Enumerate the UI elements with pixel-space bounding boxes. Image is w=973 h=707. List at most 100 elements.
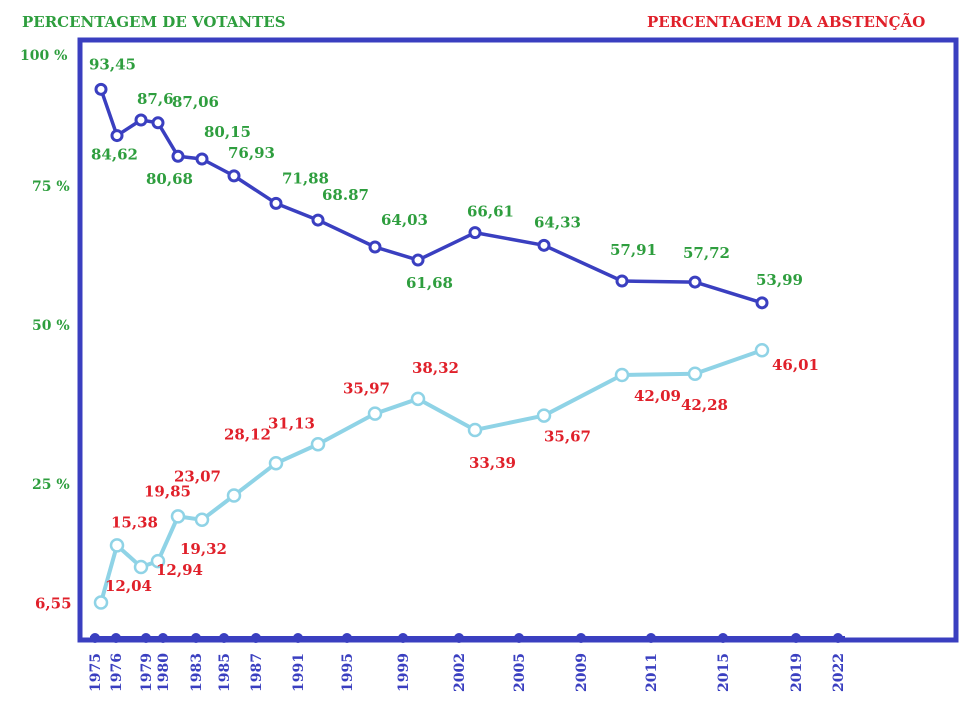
turnout-point <box>688 275 702 289</box>
abstention-data-label: 12,94 <box>156 561 203 579</box>
x-tick-label: 2002 <box>452 653 468 692</box>
turnout-data-label: 57,72 <box>683 244 730 262</box>
x-tick-label: 2015 <box>716 653 732 692</box>
turnout-data-label: 80,68 <box>146 170 193 188</box>
x-tick-label: 1979 <box>139 653 155 692</box>
abstention-data-label: 42,09 <box>634 387 681 405</box>
turnout-point <box>94 82 108 96</box>
y-tick-label: 100 % <box>20 48 67 64</box>
abstention-point <box>226 488 242 503</box>
x-axis-marker <box>718 633 728 643</box>
y-tick-label: 50 % <box>32 318 70 334</box>
x-axis-marker <box>833 633 843 643</box>
turnout-point <box>134 113 148 127</box>
x-tick-label: 1983 <box>189 653 205 692</box>
x-axis-marker <box>646 633 656 643</box>
turnout-data-label: 80,15 <box>204 123 251 141</box>
turnout-point <box>171 149 185 163</box>
chart-title-abstention: PERCENTAGEM DA ABSTENÇÃO <box>647 12 925 31</box>
turnout-point <box>615 274 629 288</box>
turnout-point <box>227 169 241 183</box>
turnout-data-label: 57,91 <box>610 241 657 259</box>
x-axis-marker <box>342 633 352 643</box>
x-axis-marker <box>791 633 801 643</box>
turnout-point <box>755 296 769 310</box>
abstention-point <box>170 509 186 524</box>
abstention-point <box>310 437 326 452</box>
abstention-data-label: 23,07 <box>174 468 221 486</box>
abstention-data-label: 42,28 <box>681 396 728 414</box>
abstention-point <box>467 422 483 438</box>
turnout-data-label: 71,88 <box>282 169 329 187</box>
x-axis-marker <box>158 633 168 643</box>
turnout-data-label: 61,68 <box>406 274 453 292</box>
turnout-data-label: 64,03 <box>381 211 428 229</box>
turnout-point <box>151 116 165 130</box>
abstention-point <box>150 553 166 569</box>
abstention-point <box>268 456 284 471</box>
x-axis-marker <box>111 633 121 643</box>
x-tick-label: 2009 <box>574 653 590 692</box>
abstention-data-label: 6,55 <box>35 595 72 613</box>
turnout-point <box>537 238 551 252</box>
abstention-data-label: 33,39 <box>469 454 516 472</box>
turnout-point <box>468 226 482 240</box>
x-tick-label: 1980 <box>156 653 172 692</box>
x-axis-marker <box>293 633 303 643</box>
x-tick-label: 1985 <box>217 653 233 692</box>
x-tick-label: 1999 <box>396 653 412 692</box>
abstention-series-line <box>99 348 763 604</box>
x-axis-marker <box>90 633 100 643</box>
x-axis-marker <box>141 633 151 643</box>
abstention-point <box>614 367 630 383</box>
turnout-point <box>110 129 124 143</box>
turnout-data-label: 87,06 <box>172 93 219 111</box>
x-tick-label: 2011 <box>644 653 660 692</box>
abstention-point <box>687 366 703 382</box>
turnout-point <box>411 253 425 267</box>
abstention-data-label: 31,13 <box>268 414 315 432</box>
turnout-data-label: 68.87 <box>322 186 369 204</box>
abstention-data-label: 12,04 <box>105 577 152 595</box>
x-tick-label: 1975 <box>88 653 104 692</box>
turnout-series-line <box>99 88 763 305</box>
abstention-data-label: 15,38 <box>111 513 158 531</box>
abstention-point <box>194 512 210 528</box>
x-tick-label: 1987 <box>249 653 265 692</box>
turnout-data-label: 53,99 <box>756 271 803 289</box>
x-axis-marker <box>219 633 229 643</box>
abstention-data-label: 35,67 <box>544 428 591 446</box>
y-tick-label: 75 % <box>32 179 70 195</box>
abstention-point <box>109 538 125 553</box>
x-tick-label: 2005 <box>512 653 528 692</box>
abstention-data-label: 35,97 <box>343 380 390 398</box>
turnout-point <box>195 152 209 166</box>
x-axis-marker <box>454 633 464 643</box>
turnout-data-label: 66,61 <box>467 203 514 221</box>
abstention-point <box>410 391 426 407</box>
x-axis-marker <box>398 633 408 643</box>
turnout-data-label: 64,33 <box>534 213 581 231</box>
x-tick-label: 1995 <box>340 653 356 692</box>
x-axis-marker <box>514 633 524 643</box>
y-tick-label: 25 % <box>32 477 70 493</box>
x-tick-label: 2022 <box>831 653 847 692</box>
abstention-point <box>93 595 109 610</box>
abstention-data-label: 28,12 <box>224 425 271 443</box>
abstention-data-label: 19,32 <box>180 540 227 558</box>
x-axis-marker <box>576 633 586 643</box>
abstention-point <box>536 408 552 423</box>
turnout-point <box>368 240 382 254</box>
turnout-data-label: 93,45 <box>89 55 136 73</box>
turnout-point <box>269 196 283 210</box>
abstention-point <box>367 406 383 421</box>
x-axis-marker <box>251 633 261 643</box>
abstention-point <box>133 559 149 575</box>
turnout-data-label: 84,62 <box>91 146 138 164</box>
turnout-data-label: 76,93 <box>228 144 275 162</box>
turnout-point <box>311 213 325 227</box>
abstention-data-label: 38,32 <box>412 359 459 377</box>
turnout-data-label: 87,6 <box>137 90 174 108</box>
x-axis-marker <box>191 633 201 643</box>
